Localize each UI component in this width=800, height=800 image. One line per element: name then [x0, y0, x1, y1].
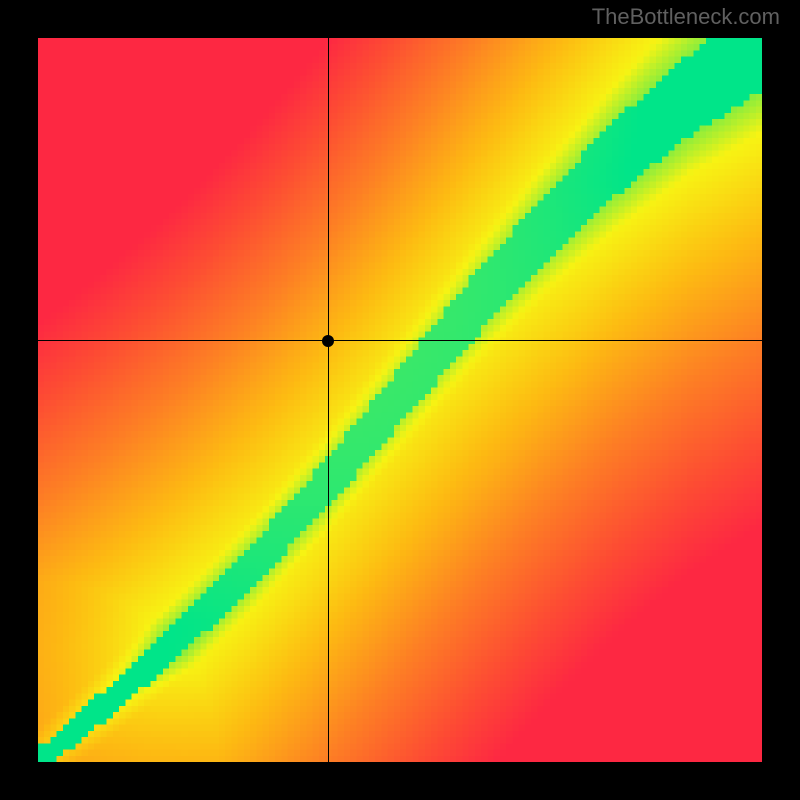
bottleneck-heatmap: [38, 38, 762, 762]
crosshair-vertical: [328, 38, 329, 762]
source-watermark: TheBottleneck.com: [592, 4, 780, 30]
crosshair-horizontal: [38, 340, 762, 341]
selection-marker: [322, 335, 334, 347]
